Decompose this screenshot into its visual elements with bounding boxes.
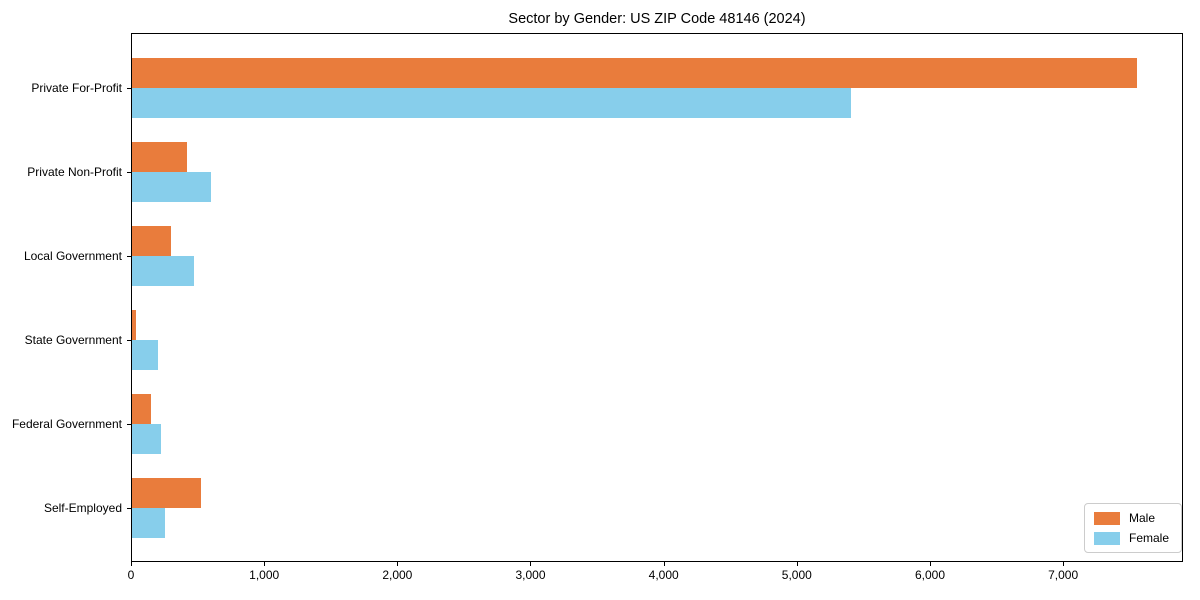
x-tick	[131, 562, 132, 566]
bar-female	[132, 255, 194, 286]
legend-entry: Female	[1093, 531, 1169, 545]
x-tick-label: 6,000	[914, 568, 945, 582]
category-label: Self-Employed	[43, 500, 122, 515]
category-label: Federal Government	[11, 416, 122, 431]
x-tick-label: 3,000	[515, 568, 546, 582]
x-tick	[929, 562, 931, 566]
bar-male	[132, 57, 1138, 88]
bar-female	[132, 507, 166, 538]
bar-female	[132, 87, 852, 118]
legend-swatch-male	[1093, 511, 1120, 525]
bar-male	[132, 309, 136, 340]
x-tick-label: 0	[127, 568, 135, 582]
y-tick	[127, 171, 131, 173]
y-tick	[127, 255, 131, 257]
y-tick	[127, 507, 131, 509]
bar-female	[132, 339, 158, 370]
legend-label: Female	[1128, 531, 1169, 545]
x-tick-label: 1,000	[249, 568, 280, 582]
x-tick	[264, 562, 266, 566]
x-tick-label: 7,000	[1048, 568, 1079, 582]
bar-male	[132, 477, 202, 508]
bar-male	[132, 141, 187, 172]
bar-male	[132, 393, 152, 424]
x-tick	[1063, 562, 1065, 566]
legend-label: Male	[1128, 511, 1155, 525]
bar-female	[132, 423, 162, 454]
x-tick-label: 2,000	[382, 568, 413, 582]
category-label: Private For-Profit	[31, 80, 122, 95]
legend-swatch-female	[1093, 531, 1120, 545]
x-tick	[530, 562, 532, 566]
x-tick-label: 5,000	[781, 568, 812, 582]
legend: Male Female	[1083, 503, 1182, 553]
chart-title: Sector by Gender: US ZIP Code 48146 (202…	[508, 11, 806, 27]
y-tick	[127, 339, 131, 341]
x-tick	[397, 562, 399, 566]
y-tick	[127, 87, 131, 89]
bar-female	[132, 171, 211, 202]
category-label: Local Government	[23, 248, 122, 263]
y-tick	[127, 423, 131, 425]
legend-entry: Male	[1093, 511, 1169, 525]
x-tick	[796, 562, 798, 566]
plot-area	[131, 33, 1183, 562]
category-label: State Government	[24, 332, 122, 347]
x-tick	[663, 562, 665, 566]
category-label: Private Non-Profit	[27, 164, 122, 179]
x-tick-label: 4,000	[648, 568, 679, 582]
bar-male	[132, 225, 171, 256]
